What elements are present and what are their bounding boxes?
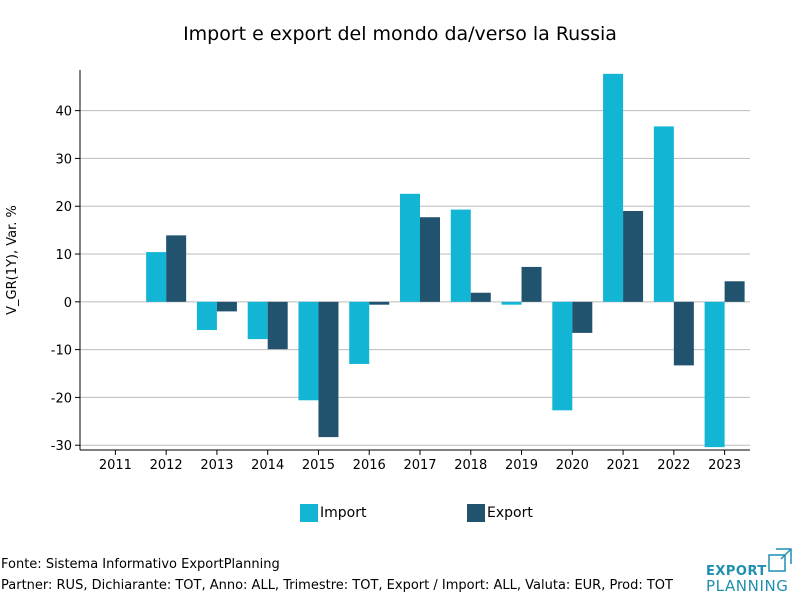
source-note: Fonte: Sistema Informativo ExportPlannin… (1, 557, 280, 572)
bars (146, 73, 745, 448)
filter-params-note: Partner: RUS, Dichiarante: TOT, Anno: AL… (1, 578, 673, 593)
bar-import-2018 (450, 209, 471, 302)
legend-label-import: Import (320, 505, 367, 521)
bar-import-2014 (247, 301, 268, 340)
y-tick-label: -30 (51, 439, 72, 454)
legend-item-export: Export (467, 504, 533, 522)
x-tick-label: 2023 (708, 458, 741, 473)
x-tick-label: 2016 (353, 458, 386, 473)
axes (79, 70, 750, 451)
y-tick-labels: -30 -20 -10 0 10 20 30 40 (51, 105, 80, 454)
bar-import-2015 (298, 301, 319, 401)
y-axis-label: V_GR(1Y), Var. % (5, 205, 20, 315)
bar-export-2022 (673, 301, 694, 366)
legend-swatch-import (300, 504, 318, 522)
x-tick-label: 2018 (454, 458, 487, 473)
bar-export-2021 (623, 211, 644, 302)
bar-import-2019 (501, 301, 522, 305)
logo-text-export: EXPORT (706, 564, 767, 579)
exportplanning-logo: EXPORT PLANNING (706, 546, 796, 595)
y-tick-label: 20 (55, 200, 72, 215)
logo-text-planning: PLANNING (706, 577, 789, 595)
y-tick-label: 0 (64, 296, 72, 311)
bar-import-2021 (603, 73, 624, 302)
bar-export-2020 (572, 301, 593, 333)
y-tick-label: 30 (55, 152, 72, 167)
bar-export-2019 (521, 266, 542, 302)
legend: Import Export (0, 504, 800, 526)
bar-import-2023 (704, 301, 725, 448)
bar-export-2013 (216, 301, 237, 312)
x-tick-labels: 2011 2012 2013 2014 2015 2016 2017 2018 2019 2020… (99, 450, 741, 473)
bar-import-2016 (349, 301, 370, 364)
x-tick-label: 2021 (607, 458, 640, 473)
bar-import-2013 (196, 301, 217, 331)
bar-export-2018 (470, 292, 491, 302)
bar-export-2016 (369, 301, 390, 305)
bar-export-2014 (267, 301, 288, 350)
x-tick-label: 2017 (403, 458, 436, 473)
chart: Import e export del mondo da/verso la Ru… (5, 23, 750, 473)
legend-label-export: Export (487, 505, 533, 521)
x-tick-label: 2014 (251, 458, 284, 473)
bar-export-2015 (318, 301, 339, 438)
bar-export-2012 (166, 235, 187, 302)
x-tick-label: 2022 (657, 458, 690, 473)
chart-title: Import e export del mondo da/verso la Ru… (183, 23, 617, 45)
bar-import-2012 (146, 252, 167, 302)
x-tick-label: 2020 (556, 458, 589, 473)
x-tick-label: 2019 (505, 458, 538, 473)
bar-import-2022 (653, 126, 674, 302)
logo-mark-icon (768, 548, 792, 572)
x-tick-label: 2013 (200, 458, 233, 473)
bar-export-2023 (724, 281, 745, 302)
legend-swatch-export (467, 504, 485, 522)
bar-export-2017 (420, 217, 440, 302)
bar-import-2017 (400, 193, 420, 302)
y-tick-label: 40 (55, 105, 72, 120)
y-tick-label: -10 (51, 344, 72, 359)
bar-import-2020 (552, 301, 573, 411)
x-tick-label: 2011 (99, 458, 132, 473)
x-tick-label: 2012 (150, 458, 183, 473)
y-tick-label: -20 (51, 391, 72, 406)
y-tick-label: 10 (55, 248, 72, 263)
x-tick-label: 2015 (302, 458, 335, 473)
legend-item-import: Import (300, 504, 366, 522)
